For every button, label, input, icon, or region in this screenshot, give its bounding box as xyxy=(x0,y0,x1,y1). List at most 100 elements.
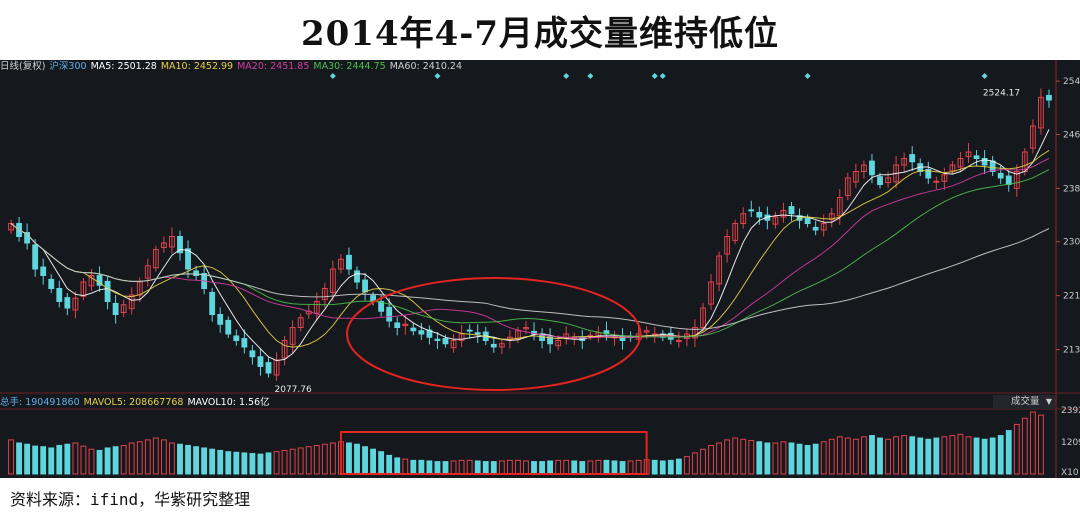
legend-symbol: 沪深300 xyxy=(49,61,87,72)
candle-body xyxy=(981,158,988,166)
low-annotation: 2077.76 xyxy=(275,385,312,395)
volume-bar xyxy=(442,461,449,475)
candle-body xyxy=(281,340,288,359)
volume-bar xyxy=(748,440,755,475)
candle-body xyxy=(64,297,71,309)
candle-body xyxy=(144,265,151,279)
volume-bar xyxy=(201,447,208,475)
volume-bar xyxy=(241,452,248,475)
volume-bar xyxy=(16,442,22,475)
volume-bar xyxy=(394,457,401,475)
chevron-down-icon: ▼ xyxy=(1045,397,1052,406)
volume-bar xyxy=(973,437,980,475)
volume-tick-label: 2392 xyxy=(1061,406,1080,416)
legend-period: 日线(复权) xyxy=(0,61,46,72)
volume-bar xyxy=(700,448,706,475)
price-legend: 日线(复权) 沪深300 MA5: 2501.28 MA10: 2452.99 MA20… xyxy=(0,60,466,74)
volume-bar xyxy=(683,456,690,475)
candle-body xyxy=(321,288,328,301)
candle-body xyxy=(925,169,932,179)
candle-body xyxy=(523,327,529,330)
volume-bar xyxy=(48,447,55,475)
volume-bar xyxy=(313,444,320,475)
candle-body xyxy=(40,266,47,277)
candle-body xyxy=(458,333,465,341)
candle-body xyxy=(32,244,39,270)
candle-body xyxy=(941,174,948,182)
candle-body xyxy=(852,171,859,183)
candle-body xyxy=(820,223,827,231)
price-tick-label: 2219 xyxy=(1063,292,1080,302)
candle-body xyxy=(257,356,264,367)
event-marker-icon xyxy=(981,73,988,79)
volume-bar xyxy=(177,443,183,475)
volume-bar xyxy=(796,443,803,475)
volume-legend: 总手: 190491860 MAVOL5: 208667768 MAVOL10: 1… xyxy=(0,396,274,410)
volume-bar xyxy=(852,438,859,475)
volume-bar xyxy=(418,459,425,475)
volume-bar xyxy=(820,441,827,475)
candle-body xyxy=(997,172,1004,179)
volume-total: 总手: 190491860 xyxy=(0,397,80,408)
volume-bar xyxy=(362,446,368,475)
volume-bar xyxy=(651,459,658,475)
candle-body xyxy=(490,343,497,348)
candle-body xyxy=(265,362,272,374)
event-marker-icon xyxy=(563,73,570,79)
candle-body xyxy=(434,338,441,342)
volume-bar xyxy=(410,459,417,475)
chart-panel xyxy=(0,60,1080,478)
volume-bar xyxy=(1029,411,1036,475)
candle-body xyxy=(700,307,706,328)
price-tick-label: 2384 xyxy=(1063,184,1080,194)
volume-bar xyxy=(482,461,489,475)
event-marker-icon xyxy=(329,73,336,79)
volume-bar xyxy=(96,449,103,475)
volume-bar xyxy=(925,438,932,475)
volume-bar xyxy=(370,448,377,475)
candle-body xyxy=(233,335,240,342)
highlight-rectangle xyxy=(339,431,648,475)
volume-bar xyxy=(539,461,545,475)
candle-body xyxy=(80,281,87,297)
volume-bar xyxy=(257,453,264,475)
candle-body xyxy=(973,155,980,160)
candle-body xyxy=(152,249,159,269)
candle-body xyxy=(716,255,722,285)
candle-body xyxy=(885,177,891,184)
volume-bar xyxy=(547,460,554,475)
chart-title: 2014年4-7月成交量维持低位 xyxy=(300,14,780,54)
volume-bar xyxy=(772,442,779,475)
candle-body xyxy=(844,177,851,197)
event-marker-icon xyxy=(651,73,658,79)
volume-bar xyxy=(249,453,256,475)
candle-body xyxy=(772,216,779,225)
candle-body xyxy=(394,322,401,329)
volume-mavol10: MAVOL10: 1.56亿 xyxy=(187,397,270,408)
volume-bar xyxy=(828,438,835,475)
indicator-select[interactable]: 成交量 ▼ xyxy=(993,395,1055,409)
volume-bar xyxy=(756,441,763,475)
candle-body xyxy=(877,176,883,185)
volume-bar xyxy=(474,460,481,475)
volume-bar xyxy=(112,446,119,475)
candle-body xyxy=(120,304,127,314)
candle-body xyxy=(96,275,103,286)
candle-body xyxy=(418,330,425,335)
volume-bar xyxy=(997,435,1004,475)
volume-bar xyxy=(957,433,964,475)
volume-bar xyxy=(611,460,618,475)
volume-bar xyxy=(289,448,296,475)
volume-bar xyxy=(321,443,328,475)
ma30-line xyxy=(10,169,1050,338)
volume-bar xyxy=(354,443,360,475)
candle-body xyxy=(112,302,119,315)
legend-ma20: MA20: 2451.85 xyxy=(237,61,310,72)
volume-bar xyxy=(587,460,594,475)
candle-body xyxy=(1029,125,1036,149)
volume-bar xyxy=(901,435,908,475)
volume-bar xyxy=(981,438,988,475)
candle-body xyxy=(56,288,63,302)
